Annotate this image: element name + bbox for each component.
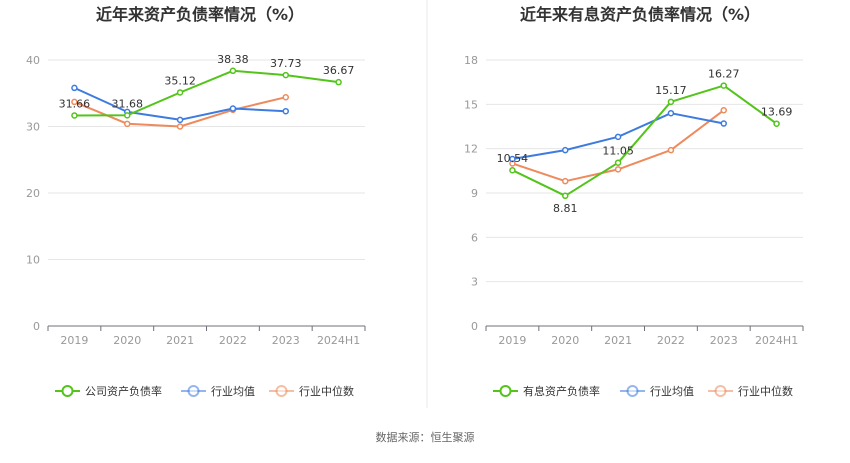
chart1-data-label: 36.67 <box>323 64 355 77</box>
chart2-x-tick-label: 2020 <box>551 334 579 347</box>
chart1-data-label: 35.12 <box>164 74 196 87</box>
chart1-series-2-point <box>124 120 131 128</box>
chart1-y-tick-label: 10 <box>26 254 40 267</box>
chart2-data-label: 13.69 <box>761 106 793 119</box>
chart2-y-tick-label: 18 <box>464 54 478 67</box>
chart1-x-tick-label: 2022 <box>219 334 247 347</box>
chart2-x-tick-label: 2022 <box>657 334 685 347</box>
chart2-legend-swatch-marker <box>499 385 512 397</box>
source-note: 数据来源：恒生聚源 <box>376 430 475 444</box>
chart1-series-2-point <box>282 93 289 101</box>
chart1-legend-swatch-marker <box>61 385 74 397</box>
chart2-legend-label: 行业均值 <box>650 385 694 398</box>
chart2-y-tick-label: 15 <box>464 98 478 111</box>
chart1-title: 近年来资产负债率情况（%） <box>96 5 304 24</box>
chart2-series-0-point <box>720 82 727 89</box>
chart1-series-0-point <box>176 89 184 96</box>
chart2-data-label: 8.81 <box>553 202 578 215</box>
chart1-series-1-point <box>229 105 237 112</box>
chart2-data-label: 16.27 <box>708 68 740 81</box>
chart1-legend-label: 公司资产负债率 <box>85 384 162 398</box>
chart2-legend-swatch-marker <box>626 385 639 397</box>
chart1-series-2-point <box>176 123 184 130</box>
chart2-legend-swatch-marker <box>714 385 727 397</box>
chart1-data-label: 38.38 <box>217 53 249 66</box>
chart2-data-label: 11.05 <box>602 145 634 158</box>
chart1-x-tick-label: 2020 <box>113 334 141 347</box>
chart2-y-tick-label: 9 <box>471 187 478 200</box>
chart2-y-tick-label: 3 <box>471 276 478 289</box>
chart1-data-label: 31.68 <box>112 97 144 110</box>
chart1-legend-swatch-marker <box>275 385 288 397</box>
chart2-series-2-point <box>614 166 622 173</box>
chart2-title: 近年来有息资产负债率情况（%） <box>520 5 760 24</box>
chart1-y-tick-label: 20 <box>26 187 40 200</box>
chart1-series-0-point <box>124 112 131 119</box>
chart2-series-2-point <box>667 146 675 154</box>
chart1-x-tick-label: 2019 <box>60 334 88 347</box>
chart2-series-0-point <box>509 166 516 174</box>
chart1-x-tick-label: 2023 <box>272 334 300 347</box>
chart1-x-tick-label: 2024H1 <box>317 334 360 347</box>
chart2-series-0-point <box>614 159 622 166</box>
chart2-data-label: 15.17 <box>655 84 687 97</box>
chart2-x-tick-label: 2023 <box>710 334 738 347</box>
chart1-series-2-point <box>71 98 78 106</box>
chart2-series-0-point <box>773 120 780 127</box>
chart2-series-1-point <box>509 155 516 163</box>
chart2-y-tick-label: 0 <box>471 320 478 333</box>
chart1-series-0-point <box>229 67 237 75</box>
chart1-y-tick-label: 0 <box>33 320 40 333</box>
chart2-y-tick-label: 12 <box>464 143 478 156</box>
chart1-y-tick-label: 40 <box>26 54 40 67</box>
chart2-legend-label: 行业中位数 <box>738 384 793 398</box>
chart2-data-label: 10.54 <box>497 152 529 165</box>
chart1-y-tick-label: 30 <box>26 121 40 134</box>
chart1-legend-swatch-marker <box>187 385 200 397</box>
chart1-series-1-point <box>176 116 184 124</box>
chart1-legend-label: 行业均值 <box>211 385 255 398</box>
chart2-series-1-point <box>614 133 622 141</box>
chart2-series-2-point <box>720 106 727 114</box>
chart1-data-label: 37.73 <box>270 57 302 70</box>
chart2-y-tick-label: 6 <box>471 231 478 244</box>
chart2-series-2-point <box>562 177 569 185</box>
chart1-series-1-point <box>282 107 289 115</box>
chart2-series-1-point <box>720 120 727 127</box>
chart1-series-0-point <box>71 112 78 119</box>
chart1-series-0-point <box>335 78 342 86</box>
chart1-series-0-point <box>282 71 289 79</box>
chart1-x-tick-label: 2021 <box>166 334 194 347</box>
chart2-x-tick-label: 2019 <box>498 334 526 347</box>
chart1-series-1-point <box>71 84 78 92</box>
chart1-data-label: 31.66 <box>59 97 91 110</box>
chart2-series-0-point <box>562 192 569 200</box>
chart2-legend-label: 有息资产负债率 <box>523 384 600 398</box>
chart2-series-1-point <box>562 146 569 154</box>
chart2-x-tick-label: 2024H1 <box>755 334 798 347</box>
chart2-series-1-point <box>667 109 675 117</box>
chart1-series-0-line <box>74 69 339 117</box>
chart2-series-0-line <box>511 84 778 197</box>
chart2-series-0-point <box>667 98 675 106</box>
chart2-x-tick-label: 2021 <box>604 334 632 347</box>
chart1-legend-label: 行业中位数 <box>299 384 354 398</box>
